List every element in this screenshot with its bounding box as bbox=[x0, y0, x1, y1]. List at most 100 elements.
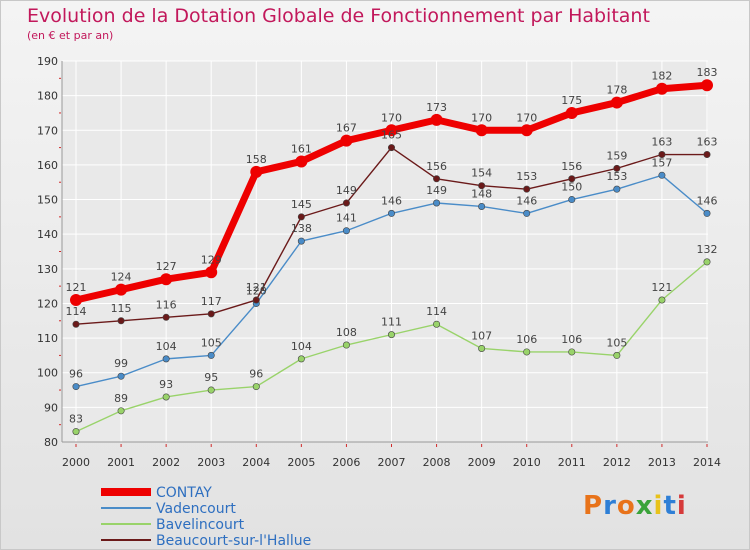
data-point bbox=[568, 196, 576, 204]
data-label: 154 bbox=[471, 167, 492, 180]
data-point bbox=[478, 182, 486, 190]
y-tick-label: 160 bbox=[37, 159, 58, 172]
data-label: 117 bbox=[201, 295, 222, 308]
data-point bbox=[72, 320, 80, 328]
data-point bbox=[703, 258, 711, 266]
data-label: 95 bbox=[204, 371, 218, 384]
data-point bbox=[433, 320, 441, 328]
proxiti-logo: Proxiti bbox=[583, 491, 687, 521]
data-label: 183 bbox=[697, 66, 718, 79]
data-label: 121 bbox=[246, 281, 267, 294]
data-label: 170 bbox=[516, 111, 537, 124]
data-label: 158 bbox=[246, 153, 267, 166]
data-point bbox=[250, 165, 263, 178]
y-axis: 80 90 100 110 120 130 140 150 160 170 180 190 bbox=[37, 55, 63, 449]
data-label: 107 bbox=[471, 329, 492, 342]
x-tick-label: 2005 bbox=[287, 456, 315, 469]
x-axis: 2000 2001 2002 2003 2004 2005 2006 2007 2008 2009… bbox=[62, 441, 721, 469]
y-tick-label: 170 bbox=[37, 124, 58, 137]
data-point bbox=[387, 144, 395, 152]
data-point bbox=[160, 273, 173, 286]
data-point bbox=[342, 341, 350, 349]
data-label: 178 bbox=[606, 84, 627, 97]
y-tick-label: 100 bbox=[37, 367, 58, 380]
data-label: 129 bbox=[201, 253, 222, 266]
data-point bbox=[342, 199, 350, 207]
y-tick-label: 120 bbox=[37, 297, 58, 310]
legend-label: Bavelincourt bbox=[156, 517, 245, 533]
data-label: 149 bbox=[336, 184, 357, 197]
y-tick-label: 150 bbox=[37, 194, 58, 207]
x-tick-label: 2004 bbox=[242, 456, 270, 469]
data-label: 89 bbox=[114, 392, 128, 405]
data-label: 114 bbox=[426, 305, 447, 318]
y-tick-label: 90 bbox=[44, 401, 58, 414]
data-label: 146 bbox=[381, 194, 402, 207]
data-point bbox=[433, 199, 441, 207]
data-point bbox=[340, 134, 353, 147]
x-tick-label: 2008 bbox=[423, 456, 451, 469]
data-label: 121 bbox=[66, 281, 87, 294]
data-label: 156 bbox=[426, 160, 447, 173]
x-tick-label: 2013 bbox=[648, 456, 676, 469]
data-point bbox=[297, 355, 305, 363]
data-label: 138 bbox=[291, 222, 312, 235]
x-tick-label: 2000 bbox=[62, 456, 90, 469]
x-tick-label: 2009 bbox=[468, 456, 496, 469]
data-label: 146 bbox=[697, 194, 718, 207]
data-point bbox=[117, 372, 125, 380]
data-point bbox=[115, 283, 128, 296]
series-vadencourt bbox=[72, 171, 711, 391]
data-label: 148 bbox=[471, 187, 492, 200]
data-label: 163 bbox=[697, 136, 718, 149]
data-point bbox=[387, 331, 395, 339]
x-tick-label: 2011 bbox=[558, 456, 586, 469]
data-point bbox=[162, 393, 170, 401]
data-label: 104 bbox=[291, 340, 312, 353]
data-point bbox=[252, 296, 260, 304]
data-label: 141 bbox=[336, 212, 357, 225]
data-point bbox=[703, 209, 711, 217]
data-point bbox=[117, 317, 125, 325]
chart-title: Evolution de la Dotation Globale de Fonc… bbox=[27, 5, 650, 27]
logo-letter: o bbox=[616, 491, 636, 521]
data-label: 114 bbox=[66, 305, 87, 318]
data-point bbox=[568, 348, 576, 356]
data-label: 83 bbox=[69, 413, 83, 426]
data-point bbox=[475, 124, 488, 137]
data-point bbox=[658, 171, 666, 179]
data-point bbox=[205, 266, 218, 279]
data-label: 104 bbox=[156, 340, 177, 353]
data-label: 115 bbox=[111, 302, 132, 315]
data-label: 93 bbox=[159, 378, 173, 391]
y-tick-label: 180 bbox=[37, 90, 58, 103]
data-point bbox=[568, 175, 576, 183]
data-point bbox=[658, 296, 666, 304]
y-tick-label: 140 bbox=[37, 228, 58, 241]
plot-area bbox=[62, 61, 708, 442]
logo-letter: t bbox=[663, 491, 677, 521]
data-label: 116 bbox=[156, 298, 177, 311]
data-point bbox=[701, 79, 713, 92]
data-label: 127 bbox=[156, 260, 177, 273]
x-tick-label: 2012 bbox=[603, 456, 631, 469]
data-label: 161 bbox=[291, 142, 312, 155]
series-bavelincourt bbox=[72, 258, 711, 436]
data-label: 153 bbox=[516, 170, 537, 183]
data-label: 173 bbox=[426, 101, 447, 114]
legend-label: Vadencourt bbox=[156, 501, 236, 517]
data-label: 146 bbox=[516, 194, 537, 207]
legend-label: CONTAY bbox=[156, 485, 212, 501]
data-label: 108 bbox=[336, 326, 357, 339]
data-label: 175 bbox=[561, 94, 582, 107]
x-tick-label: 2014 bbox=[693, 456, 721, 469]
data-label: 157 bbox=[651, 156, 672, 169]
series-contay bbox=[70, 79, 713, 306]
data-point bbox=[430, 113, 443, 126]
grid-lines bbox=[62, 60, 708, 443]
logo-letter: i bbox=[653, 491, 664, 521]
data-point bbox=[613, 351, 621, 359]
data-point bbox=[610, 96, 623, 109]
data-label: 170 bbox=[381, 111, 402, 124]
series-group: 83 89 93 95 96 104 108 111 114 107 106 106 105 121 132… bbox=[66, 66, 718, 436]
